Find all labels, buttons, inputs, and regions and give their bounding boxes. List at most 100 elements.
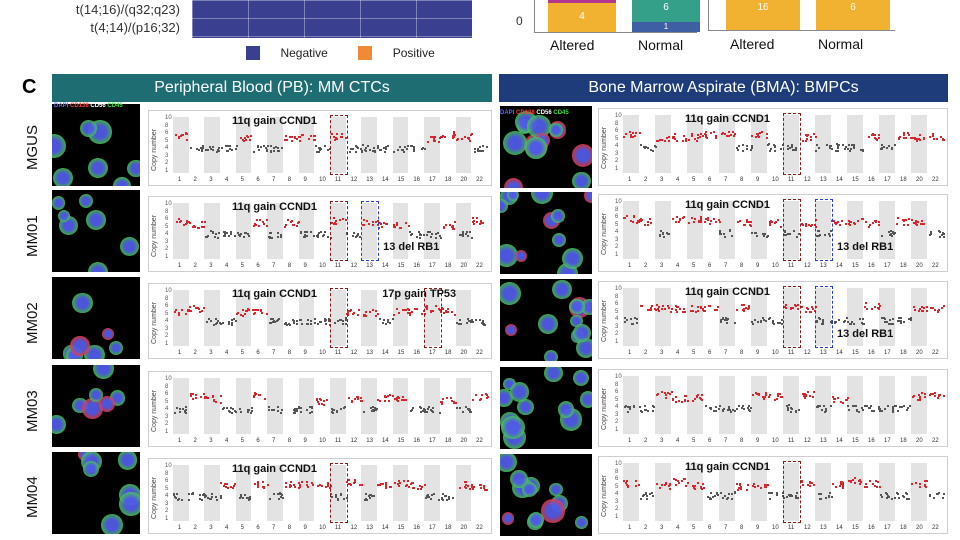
chromosome-tick-label: 16 [413,438,421,444]
y-tick-label: 10 [615,113,622,119]
chromosome-tick-label: 16 [413,177,421,183]
chromosome-tick-label: 20 [916,525,923,531]
chromosome-tick-label: 8 [740,177,744,183]
chromosome-tick-label: 9 [303,525,307,531]
chromosome-tick-label: 4 [224,177,229,183]
chromosome-band [267,378,283,434]
y-tick-label: 5 [615,135,619,142]
chromosome-band [455,465,472,521]
chromosome-band [204,290,221,346]
chromosome-band [911,463,927,521]
chromosome-tick-label: 18 [444,263,452,269]
chromosome-band [361,203,378,259]
chromosome-tick-label: 9 [756,350,760,356]
y-tick-label: 2 [165,333,169,339]
chromosome-band [330,290,346,346]
cell-micrograph [52,104,140,186]
chromosome-tick-label: 1 [177,177,182,183]
chromosome-tick-label: 5 [240,525,244,531]
chromosome-tick-label: 1 [628,177,632,183]
chromosome-tick-label: 6 [708,350,712,356]
chromosome-tick-label: 12 [804,438,811,444]
chromosome-band [235,378,252,434]
chromosome-tick-label: 22 [476,438,483,444]
y-tick-label: 5 [615,308,619,315]
copy-number-plot: Copy number 10 8 6 5 4 3 2 1 1 2 3 4 5 6 7 8 9 10 11 12 13 14 1… [598,369,948,447]
chromosome-band [847,288,863,346]
chromosome-tick-label: 18 [444,438,452,444]
y-tick-label: 3 [615,498,619,505]
chromosome-tick-label: 17 [429,177,436,183]
chromosome-band [267,203,283,259]
y-tick-label: 3 [165,238,169,245]
chromosome-tick-label: 5 [692,525,696,531]
y-tick-label: 3 [165,500,169,507]
chromosome-band [815,201,831,259]
heatmap-row-label: t(4;14)/(p16;32) [90,20,180,35]
y-tick-label: 1 [615,251,619,258]
copy-number-plot: Copy number 10 8 6 5 4 3 2 1 1 2 3 4 5 6 7 8 9 10 11 12 13 14 1… [148,196,492,272]
legend-label-negative: Negative [280,46,328,60]
chromosome-band [392,378,409,434]
chromosome-band [204,117,221,173]
cell-micrograph [500,279,592,361]
chromosome-tick-label: 8 [287,350,292,356]
chromosome-band [847,201,863,259]
y-tick-label: 1 [165,253,169,260]
heatmap-panel: t(14;16)/(q32;q23) t(4;14)/(p16;32) Nega… [0,0,480,64]
chromosome-tick-label: 9 [303,263,307,269]
bar-category-label: Normal [818,36,864,52]
y-tick-label: 5 [165,485,169,492]
row-label-mgus: MGUS [24,125,41,171]
chromosome-tick-label: 22 [476,263,483,269]
bar-altered: 16 [726,0,800,30]
y-tick-label: 3 [615,323,619,330]
chromosome-band [847,115,863,173]
chromosome-tick-label: 18 [900,438,907,444]
chromosome-band [751,201,767,259]
chromosome-tick-label: 2 [644,350,648,356]
y-tick-label: 8 [165,208,169,215]
chromosome-band [424,378,440,434]
chromosome-band [455,117,472,173]
chromosome-tick-label: 22 [932,438,939,444]
chromosome-band [235,117,252,173]
annotation-13-del: 13 del RB1 [837,241,894,253]
ccnd1-highlight-box [330,201,348,261]
chromosome-tick-label: 17 [429,525,436,531]
y-tick-label: 1 [165,167,169,174]
y-tick-label: 5 [165,223,169,230]
chromosome-band [298,465,315,521]
chromosome-tick-label: 11 [334,350,342,356]
chromosome-tick-label: 5 [692,438,696,444]
chromosome-tick-label: 4 [224,438,229,444]
chromosome-band [879,201,895,259]
chromosome-band [173,117,189,173]
chromosome-tick-label: 16 [868,177,875,183]
chromosome-tick-label: 20 [460,177,468,183]
chromosome-tick-label: 11 [788,177,795,183]
y-tick-label: 8 [165,295,169,302]
chromosome-tick-label: 14 [836,263,843,269]
chromosome-tick-label: 20 [916,438,923,444]
chromosome-tick-label: 18 [900,263,907,269]
row-label-mm02: MM02 [24,302,41,344]
y-tick-label: 5 [615,221,619,228]
chromosome-tick-label: 11 [788,263,795,269]
y-tick-label: 8 [615,381,619,388]
copy-number-plot: Copy number 10 8 6 5 4 3 2 1 1 2 3 4 5 6 7 8 9 10 11 12 13 14 1… [598,108,948,186]
chromosome-tick-label: 6 [708,177,712,183]
chromosome-tick-label: 13 [366,525,373,531]
chromosome-tick-label: 8 [287,177,292,183]
panel-c-letter: C [22,76,37,98]
rb1-highlight-box [815,286,833,348]
chromosome-tick-label: 14 [381,350,389,356]
y-axis-label: Copy number [601,126,608,169]
chromosome-tick-label: 15 [852,263,859,269]
bar-chart-axis [534,0,697,33]
y-tick-label: 1 [615,165,619,172]
chromosome-tick-label: 3 [209,438,213,444]
y-tick-label: 6 [165,391,169,397]
chromosome-tick-label: 17 [429,438,436,444]
y-axis-label: Copy number [601,387,608,430]
